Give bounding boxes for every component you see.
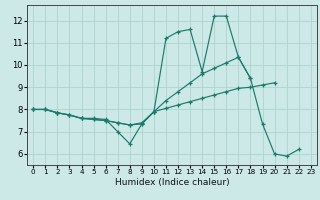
X-axis label: Humidex (Indice chaleur): Humidex (Indice chaleur) <box>115 178 229 187</box>
